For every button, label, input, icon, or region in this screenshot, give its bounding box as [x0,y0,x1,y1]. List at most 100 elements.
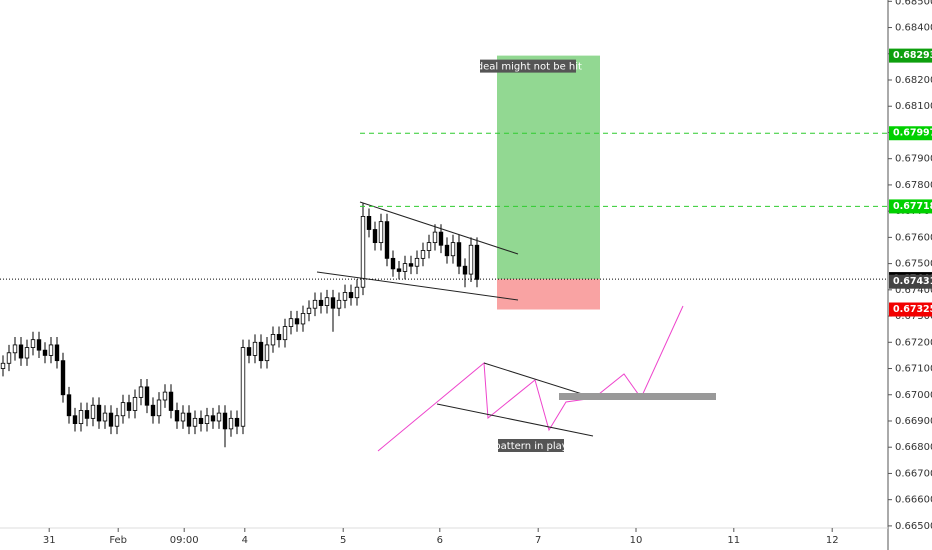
candle-body [174,410,180,422]
candle-body [138,386,144,398]
overlay-layer [0,132,888,280]
price-label-bg [889,302,932,317]
candle-body [342,292,348,301]
candle-body [96,404,102,422]
candle-body [36,339,42,351]
candle-body [408,263,414,267]
candle-body [192,417,198,427]
candle-body [84,410,90,419]
x-tick-label: 6 [437,535,443,546]
candle-body [42,349,48,356]
x-tick-label: 12 [826,535,839,546]
wedge-line [316,271,519,301]
candle-body [216,412,222,422]
annotation: ideal might not be hit [474,62,582,73]
price-label-bg [889,48,932,63]
candle-body [234,417,240,427]
candle-body [276,334,282,341]
candle-body [18,344,24,359]
candle-body [0,362,6,369]
candle-body [474,244,480,280]
candle-body [126,402,132,411]
x-tick-label: 5 [340,535,346,546]
candle-body [336,299,342,309]
wedge-line [359,201,519,255]
candle-body [390,257,396,270]
price-label-bg [889,199,932,214]
candle-body [222,412,228,430]
candle-body [132,396,138,411]
candle-body [396,268,402,272]
candle-body [144,386,150,406]
candle-body [414,257,420,267]
candle-body [180,412,186,422]
x-tick-label: 09:00 [170,535,199,546]
candle-body [156,399,162,417]
candle-body [150,404,156,417]
candle-body [108,412,114,427]
axis-layer: 0.685000.684000.683000.682000.681000.680… [43,0,932,546]
pattern-line [436,403,594,437]
price-label: 0.67718 [893,201,932,212]
candle-body [318,299,324,306]
price-label: 0.67325 [893,304,932,315]
y-tick-label: 0.66500 [895,521,932,532]
price-label-bg [889,126,932,141]
candle-body [54,344,60,362]
candle-body [468,244,474,275]
candle-body [78,410,84,425]
candle-body [120,402,126,417]
pattern-zigzag [377,305,684,452]
candle-body [48,344,54,356]
candle-body [60,360,66,396]
candle-body [450,242,456,257]
price-label-bg [889,274,932,289]
x-tick-label: 11 [727,535,740,546]
x-tick-label: 4 [242,535,248,546]
candle-body [420,250,426,259]
candle-body [30,339,36,348]
level-zone [559,393,716,400]
candle-body [6,352,12,364]
candle-body [360,215,366,288]
candle-body [162,391,168,401]
candle-body [402,263,408,272]
price-label: 0.68293 [893,50,932,61]
candle-body [24,347,30,359]
candle-body [90,404,96,419]
candle-body [330,297,336,309]
candle-body [426,242,432,251]
candle-body [12,344,18,354]
stop-zone [497,279,600,310]
candle-body [168,391,174,411]
candle-body [384,221,390,259]
candle-body [438,231,444,246]
candle-body [228,417,234,430]
candle-body [456,242,462,267]
candle-body [432,231,438,244]
candle-body [294,318,300,325]
candle-body [252,341,258,356]
candle-body [324,297,330,306]
candle-body [372,229,378,244]
price-label: 0.67431 [893,276,932,287]
x-tick-label: 7 [535,535,541,546]
candle-body [264,344,270,362]
